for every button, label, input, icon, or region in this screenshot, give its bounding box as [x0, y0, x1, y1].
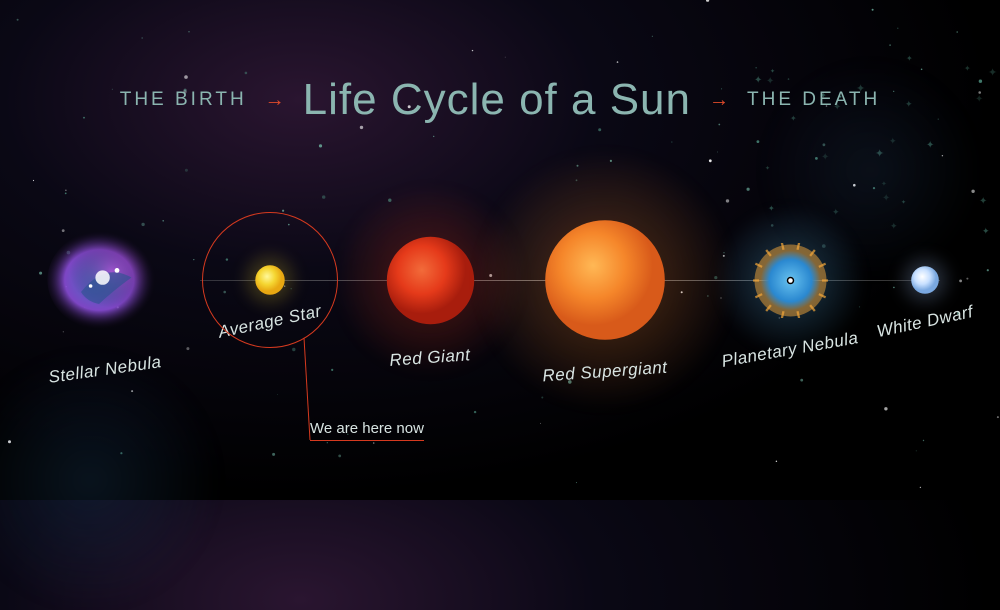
svg-text:✦: ✦: [979, 196, 987, 207]
stage-red-supergiant: Red Supergiant: [540, 215, 670, 345]
svg-text:✦: ✦: [906, 54, 913, 63]
stage-white-dwarf: White Dwarf: [910, 265, 940, 295]
main-title: Life Cycle of a Sun: [303, 75, 691, 125]
arrow-icon: →: [265, 89, 285, 112]
arrow-icon: →: [709, 89, 729, 112]
white-dwarf-icon: [910, 265, 940, 295]
birth-label: THE BIRTH: [120, 89, 247, 111]
death-label: THE DEATH: [747, 89, 880, 111]
stage-label: Red Giant: [389, 345, 471, 371]
red-giant-icon: [383, 233, 478, 328]
svg-text:✦: ✦: [964, 64, 971, 73]
stage-label: White Dwarf: [875, 302, 975, 342]
stage-average-star: Average Star: [254, 264, 286, 296]
stage-label: Red Supergiant: [542, 358, 668, 387]
callout-text: We are here now: [310, 420, 424, 441]
average-star-icon: [254, 264, 286, 296]
svg-text:✦: ✦: [982, 226, 990, 236]
diagram-title: THE BIRTH → Life Cycle of a Sun → THE DE…: [0, 75, 1000, 125]
red-supergiant-icon: [540, 215, 670, 345]
stage-stellar-nebula: Stellar Nebula: [45, 220, 165, 340]
stellar-nebula-icon: [45, 220, 165, 340]
ambient-glow: [0, 350, 220, 610]
stage-label: Average Star: [217, 301, 324, 342]
planetary-nebula-icon: [753, 243, 828, 318]
stage-red-giant: Red Giant: [383, 233, 478, 328]
svg-text:✦: ✦: [770, 68, 775, 75]
stage-planetary-nebula: Planetary Nebula: [753, 243, 828, 318]
stage-label: Planetary Nebula: [720, 328, 860, 372]
